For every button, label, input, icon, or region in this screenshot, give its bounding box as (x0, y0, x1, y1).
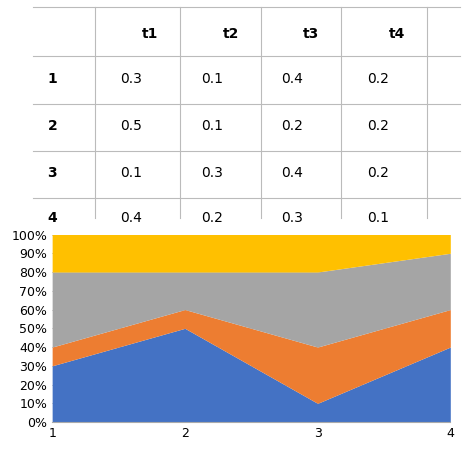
Text: 1: 1 (47, 72, 57, 86)
Text: 0.1: 0.1 (367, 212, 389, 226)
Text: t1: t1 (142, 27, 159, 41)
Text: 0.2: 0.2 (367, 119, 389, 133)
Text: t2: t2 (223, 27, 239, 41)
Text: 0.2: 0.2 (367, 72, 389, 86)
Text: 0.3: 0.3 (282, 212, 303, 226)
Text: t3: t3 (303, 27, 319, 41)
Text: 0.4: 0.4 (282, 166, 303, 181)
Text: 0.1: 0.1 (201, 72, 223, 86)
Text: 0.2: 0.2 (282, 119, 303, 133)
Text: 0.3: 0.3 (120, 72, 142, 86)
Text: 0.2: 0.2 (367, 166, 389, 181)
Text: 0.2: 0.2 (201, 212, 223, 226)
Text: 2: 2 (47, 119, 57, 133)
Text: 0.3: 0.3 (201, 166, 223, 181)
Text: 0.4: 0.4 (120, 212, 142, 226)
Text: 0.4: 0.4 (282, 72, 303, 86)
Text: t4: t4 (389, 27, 405, 41)
Text: 3: 3 (47, 166, 57, 181)
Text: 0.5: 0.5 (120, 119, 142, 133)
Text: 0.1: 0.1 (120, 166, 142, 181)
Text: 0.1: 0.1 (201, 119, 223, 133)
Text: 4: 4 (47, 212, 57, 226)
